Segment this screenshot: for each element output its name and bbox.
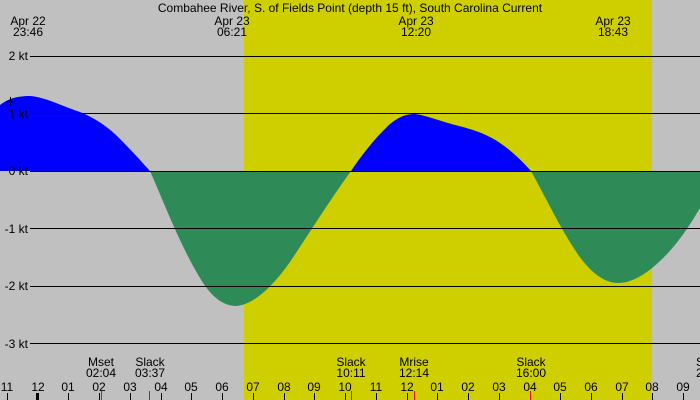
flood-area-1 (0, 96, 150, 171)
event-name: Mset (88, 355, 115, 369)
hour-label: 03 (123, 380, 137, 394)
event-time: 02:04 (86, 366, 116, 380)
hour-label: 06 (584, 380, 598, 394)
hour-label: 02 (92, 380, 106, 394)
hour-label: 04 (154, 380, 168, 394)
hour-label: 05 (553, 380, 567, 394)
hour-label: 03 (492, 380, 506, 394)
y-tick-label: 1 kt (9, 107, 29, 121)
ebb-area-1 (150, 171, 351, 306)
top-label-date: Apr 23 (595, 14, 631, 28)
hour-label: 09 (307, 380, 321, 394)
event-time: 12:14 (399, 366, 429, 380)
chart-title: Combahee River, S. of Fields Point (dept… (158, 1, 543, 15)
ebb-area-2 (531, 171, 700, 283)
hour-label: 05 (184, 380, 198, 394)
event-time: 16:00 (516, 366, 546, 380)
event-name: S (696, 355, 700, 369)
hour-label: 07 (246, 380, 260, 394)
hour-label: 11 (1, 380, 14, 394)
event-time: 10:11 (336, 366, 365, 380)
gridlines (30, 56, 700, 344)
event-time: 03:37 (135, 366, 165, 380)
hour-label: 02 (461, 380, 475, 394)
event-labels: Mset 02:04 Slack 03:37 Slack 10:11 Mrise… (86, 355, 700, 380)
plus-marker-icon (6, 97, 15, 106)
top-label-time: 06:21 (217, 25, 247, 39)
y-axis-labels: 2 kt 1 kt 0 kt -1 kt -2 kt -3 kt (5, 49, 29, 351)
top-label-date: Apr 22 (10, 14, 46, 28)
y-tick-label: -1 kt (5, 222, 29, 236)
hour-label: 01 (61, 380, 75, 394)
hour-label: 08 (645, 380, 659, 394)
top-label-date: Apr 23 (398, 14, 434, 28)
hour-label: 06 (215, 380, 229, 394)
event-name: Slack (135, 355, 165, 369)
hour-label: 12 (31, 380, 45, 394)
hour-label: 10 (338, 380, 352, 394)
y-tick-label: 2 kt (9, 49, 29, 63)
top-label-time: 23:46 (13, 25, 43, 39)
y-tick-label: 0 kt (9, 164, 29, 178)
event-name: Slack (336, 355, 366, 369)
hour-label: 01 (430, 380, 444, 394)
event-name: Slack (516, 355, 546, 369)
hour-label: 08 (277, 380, 291, 394)
flood-area-2 (351, 114, 531, 171)
top-label-date: Apr 23 (214, 14, 250, 28)
event-name: Mrise (399, 355, 429, 369)
y-tick-label: -2 kt (5, 279, 29, 293)
y-tick-label: -3 kt (5, 337, 29, 351)
hour-label: 12 (400, 380, 414, 394)
hour-label: 11 (370, 380, 383, 394)
top-label-time: 12:20 (401, 25, 431, 39)
event-tick-marks (101, 391, 531, 400)
hour-label: 07 (615, 380, 629, 394)
hour-label: 09 (676, 380, 690, 394)
hour-label: 04 (523, 380, 537, 394)
hour-tick-marks (7, 393, 684, 400)
event-time: 2 (696, 366, 700, 380)
hour-tick-labels: 11 12 01 02 03 04 05 06 07 08 09 10 11 1… (1, 380, 690, 394)
top-labels: Apr 22 23:46 Apr 23 06:21 Apr 23 12:20 A… (10, 14, 631, 39)
top-label-time: 18:43 (598, 25, 628, 39)
